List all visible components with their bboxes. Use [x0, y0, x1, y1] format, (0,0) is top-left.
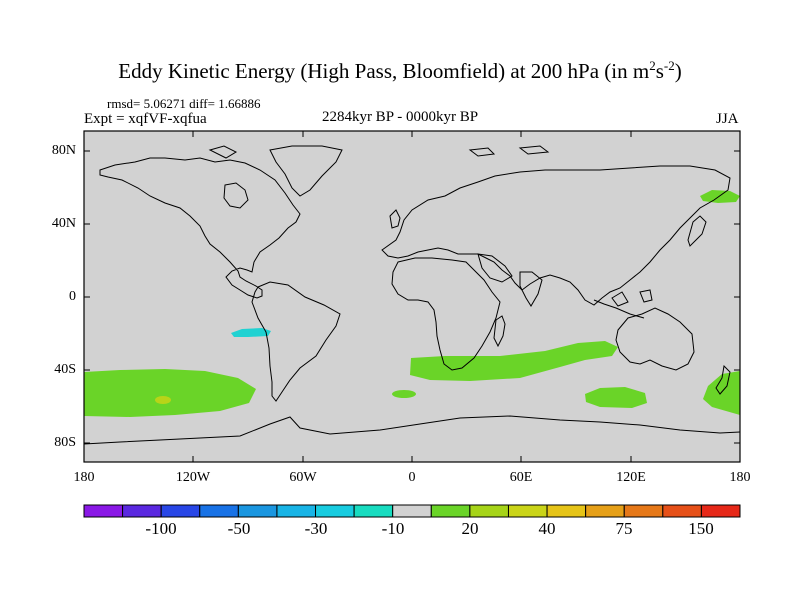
colorbar-label: -50	[227, 519, 251, 538]
coast-south-america	[251, 281, 341, 402]
colorbar-cell	[585, 504, 625, 518]
season-label: JJA	[716, 111, 739, 127]
colorbar-cell	[662, 504, 702, 518]
lat-label-40n: 40N	[51, 216, 76, 231]
green-region-south-indian-east	[585, 387, 647, 408]
lon-label-180w: 180	[73, 470, 95, 485]
colorbar-label: -30	[304, 519, 328, 538]
lon-label-0: 0	[408, 470, 416, 485]
colorbar-label: -10	[381, 519, 405, 538]
colorbar	[83, 504, 741, 518]
coast-north-america	[99, 157, 301, 299]
colorbar-cell	[199, 504, 239, 518]
coast-eurasia	[381, 165, 731, 306]
lon-label-120e: 120E	[616, 470, 646, 485]
colorbar-cell	[315, 504, 355, 518]
coastlines	[83, 145, 741, 445]
cyan-region-east-pacific	[231, 328, 271, 337]
colorbar-cell	[700, 504, 741, 518]
colorbar-label: 150	[688, 519, 714, 538]
coast-madagascar	[493, 315, 506, 348]
colorbar-cell	[546, 504, 587, 518]
lon-label-180e: 180	[729, 470, 751, 485]
coast-japan	[687, 215, 707, 247]
colorbar-cell	[623, 504, 664, 518]
lat-label-80n: 80N	[51, 143, 76, 158]
lat-label-40s: 40S	[54, 362, 76, 377]
yellow-spot-south-pacific	[155, 396, 171, 404]
green-region-south-pacific	[84, 369, 256, 417]
lat-label-0: 0	[69, 289, 76, 304]
map-ticks	[84, 131, 740, 462]
colorbar-cell	[160, 504, 201, 518]
colorbar-label: 75	[615, 519, 633, 538]
colorbar-cell	[469, 504, 509, 518]
coast-india	[519, 271, 543, 307]
coast-africa	[391, 257, 501, 371]
colorbar-label: -100	[145, 519, 177, 538]
coast-uk	[389, 209, 401, 229]
colorbar-cell	[392, 504, 432, 518]
coast-arabia	[477, 253, 513, 283]
colorbar-cell	[276, 504, 317, 518]
coast-hudson-bay	[223, 182, 249, 209]
experiment-label: Expt = xqfVF-xqfua	[84, 111, 207, 127]
colorbar-label: 40	[538, 519, 556, 538]
colorbar-label: 20	[461, 519, 479, 538]
colorbar-cell	[430, 504, 471, 518]
green-spot-south-atlantic	[392, 390, 416, 398]
coast-arctic-islands	[208, 145, 550, 159]
coast-antarctica	[83, 415, 741, 445]
lon-label-60e: 60E	[509, 470, 533, 485]
period-label: 2284kyr BP - 0000kyr BP	[321, 109, 479, 125]
coast-indonesia	[593, 289, 653, 319]
lon-label-120w: 120W	[175, 470, 211, 485]
colorbar-cell	[83, 504, 124, 518]
lon-label-60w: 60W	[289, 470, 317, 485]
colorbar-cell	[237, 504, 278, 518]
colorbar-cell	[353, 504, 394, 518]
coast-new-zealand	[715, 364, 731, 395]
colorbar-cell	[122, 504, 162, 518]
plot-title: Eddy Kinetic Energy (High Pass, Bloomfie…	[118, 58, 682, 83]
green-region-south-indian	[410, 341, 618, 381]
stats-text: rmsd= 5.06271 diff= 1.66886	[107, 96, 261, 111]
coast-australia	[615, 307, 695, 371]
green-region-north-pacific	[700, 190, 740, 203]
colorbar-cell	[507, 504, 548, 518]
lat-label-80s: 80S	[54, 435, 76, 450]
coast-greenland	[269, 145, 343, 197]
